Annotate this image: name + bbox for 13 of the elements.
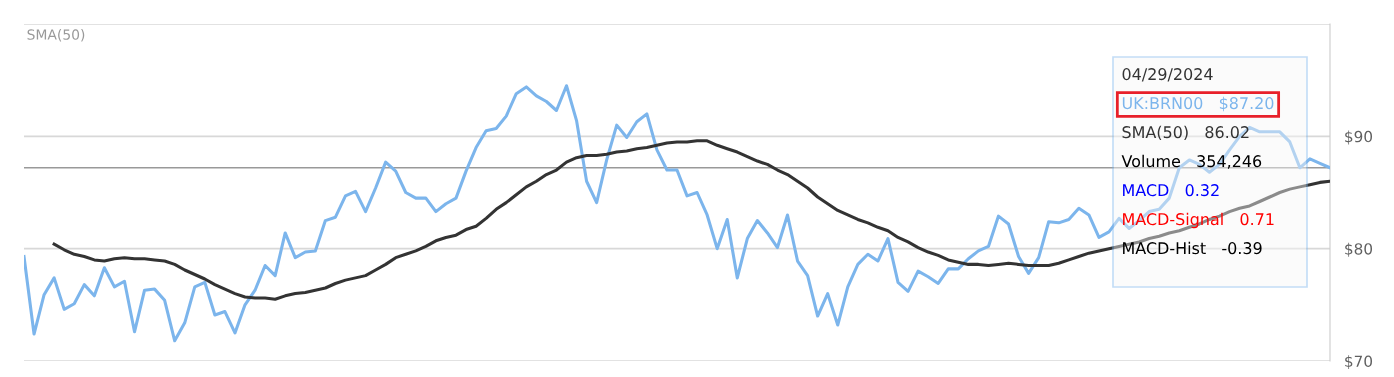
annotation: SMA(50) bbox=[27, 29, 85, 42]
y-tick-label: $80 bbox=[1345, 242, 1373, 257]
line-series bbox=[24, 84, 1330, 343]
y-tick-label: $90 bbox=[1345, 130, 1373, 145]
annotation: SMA(50) 86.02 bbox=[1122, 125, 1249, 141]
annotation: MACD 0.32 bbox=[1123, 184, 1219, 197]
annotation: MACD-Hist -0.39 bbox=[1123, 241, 1262, 255]
line-series bbox=[52, 139, 1330, 301]
annotation: MACD-Signal 0.71 bbox=[1123, 212, 1274, 229]
annotation: UK:BRN00 $87.20 bbox=[1122, 96, 1274, 112]
annotation: 04/29/2024 bbox=[1122, 68, 1213, 82]
annotation: Volume 354,246 bbox=[1121, 154, 1262, 169]
y-tick-label: $70 bbox=[1345, 355, 1373, 370]
